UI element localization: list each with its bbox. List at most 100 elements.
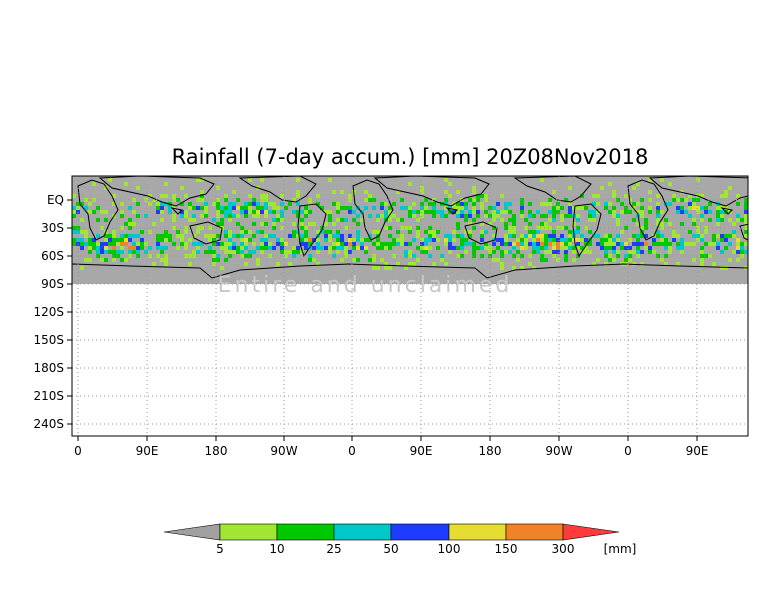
rain-cell: [128, 238, 132, 242]
rain-cell: [592, 202, 596, 206]
rain-cell: [544, 246, 548, 250]
rain-cell: [100, 246, 104, 250]
rain-cell: [536, 246, 540, 250]
rain-cell: [240, 246, 244, 250]
rain-cell: [636, 182, 640, 186]
rain-cell: [212, 202, 216, 206]
rain-cell: [416, 218, 420, 222]
rain-cell: [264, 206, 268, 210]
rain-cell: [448, 238, 452, 242]
rain-cell: [288, 250, 292, 254]
rain-cell: [212, 262, 216, 266]
rain-cell: [444, 234, 448, 238]
rain-cell: [272, 222, 276, 226]
rain-cell: [204, 250, 208, 254]
rain-cell: [460, 202, 464, 206]
rain-cell: [104, 246, 108, 250]
rain-cell: [656, 214, 660, 218]
rain-cell: [648, 198, 652, 202]
rain-cell: [72, 226, 76, 230]
rain-cell: [296, 230, 300, 234]
rain-cell: [552, 210, 556, 214]
rain-cell: [88, 238, 92, 242]
rain-cell: [700, 234, 704, 238]
rain-cell: [280, 226, 284, 230]
rain-cell: [204, 210, 208, 214]
rain-cell: [552, 190, 556, 194]
rain-cell: [160, 206, 164, 210]
rain-cell: [388, 234, 392, 238]
rain-cell: [160, 210, 164, 214]
rain-cell: [556, 226, 560, 230]
rain-cell: [684, 198, 688, 202]
rain-cell: [128, 254, 132, 258]
rain-cell: [564, 238, 568, 242]
rain-cell: [160, 258, 164, 262]
rain-cell: [120, 242, 124, 246]
rain-cell: [160, 238, 164, 242]
rain-cell: [560, 246, 564, 250]
rain-cell: [544, 214, 548, 218]
rain-cell: [88, 258, 92, 262]
rain-cell: [656, 230, 660, 234]
rain-cell: [460, 242, 464, 246]
rain-cell: [676, 262, 680, 266]
rain-cell: [268, 202, 272, 206]
rain-cell: [280, 242, 284, 246]
rain-cell: [268, 246, 272, 250]
rain-cell: [692, 198, 696, 202]
rain-cell: [640, 234, 644, 238]
rain-cell: [440, 214, 444, 218]
rain-cell: [736, 194, 740, 198]
rain-cell: [520, 238, 524, 242]
rain-cell: [324, 222, 328, 226]
rain-cell: [624, 210, 628, 214]
rain-cell: [588, 214, 592, 218]
rain-cell: [148, 246, 152, 250]
rain-cell: [96, 206, 100, 210]
rain-cell: [136, 246, 140, 250]
rain-cell: [616, 254, 620, 258]
rain-cell: [120, 246, 124, 250]
rain-cell: [408, 230, 412, 234]
rain-cell: [240, 226, 244, 230]
rain-cell: [352, 238, 356, 242]
rain-cell: [500, 250, 504, 254]
rain-cell: [456, 202, 460, 206]
rain-cell: [580, 234, 584, 238]
rain-cell: [372, 254, 376, 258]
rain-cell: [644, 234, 648, 238]
rain-cell: [348, 206, 352, 210]
rain-cell: [476, 210, 480, 214]
rain-cell: [420, 210, 424, 214]
rain-cell: [396, 218, 400, 222]
rain-cell: [716, 222, 720, 226]
rain-cell: [676, 206, 680, 210]
rain-cell: [280, 214, 284, 218]
rain-cell: [540, 222, 544, 226]
rain-cell: [504, 234, 508, 238]
rain-cell: [136, 234, 140, 238]
rain-cell: [496, 238, 500, 242]
rain-cell: [460, 206, 464, 210]
lat-tick-label: 180S: [33, 361, 64, 375]
rain-cell: [252, 222, 256, 226]
rain-cell: [700, 214, 704, 218]
rain-cell: [152, 222, 156, 226]
rain-cell: [208, 246, 212, 250]
rain-cell: [284, 254, 288, 258]
rain-cell: [172, 218, 176, 222]
lon-tick-label: 90E: [410, 444, 433, 458]
rain-cell: [308, 246, 312, 250]
rain-cell: [224, 258, 228, 262]
rain-cell: [400, 218, 404, 222]
rain-cell: [296, 190, 300, 194]
rain-cell: [376, 242, 380, 246]
lat-tick-label: 210S: [33, 389, 64, 403]
rain-cell: [416, 226, 420, 230]
rain-cell: [572, 258, 576, 262]
rain-cell: [544, 250, 548, 254]
rain-cell: [520, 242, 524, 246]
rain-cell: [128, 246, 132, 250]
rain-cell: [664, 262, 668, 266]
